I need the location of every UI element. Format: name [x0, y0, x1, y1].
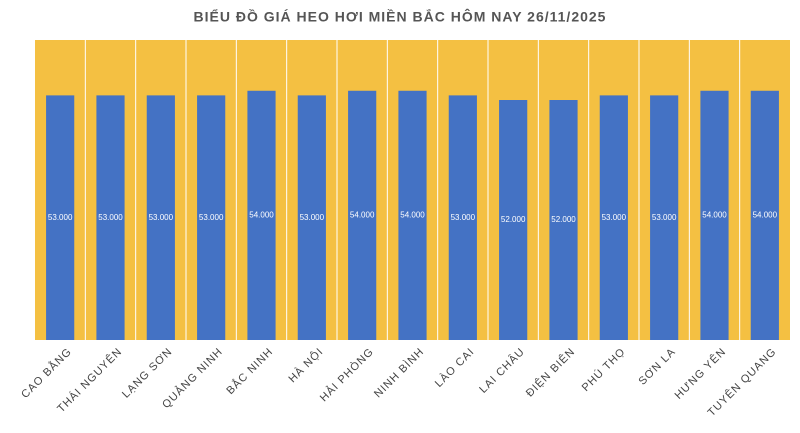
value-label: 53.000: [451, 213, 476, 222]
bar: [297, 95, 326, 340]
bar: [146, 95, 175, 340]
value-label: 53.000: [48, 213, 73, 222]
x-tick-label: LÀO CAI: [432, 345, 477, 390]
x-tick-label: LẠNG SƠN: [120, 346, 175, 401]
bar: [599, 95, 628, 340]
x-tick-label: HƯNG YÊN: [672, 345, 729, 402]
value-label: 52.000: [501, 215, 526, 224]
value-label: 53.000: [602, 213, 627, 222]
bar: [750, 90, 779, 341]
value-label: 54.000: [753, 210, 778, 219]
bar: [650, 95, 679, 340]
bar: [197, 95, 226, 340]
bar: [499, 100, 528, 340]
bar: [549, 100, 578, 340]
x-tick-label: SƠN LA: [636, 346, 678, 388]
bar: [96, 95, 125, 340]
value-label: 54.000: [400, 210, 425, 219]
x-tick-label: ĐIỆN BIÊN: [523, 345, 577, 399]
x-tick-label: CAO BẰNG: [18, 345, 74, 401]
x-tick-label: HÀ NỘI: [286, 345, 326, 385]
bar: [46, 95, 75, 340]
value-label: 53.000: [652, 213, 677, 222]
value-label: 52.000: [551, 215, 576, 224]
bar: [448, 95, 477, 340]
value-label: 54.000: [702, 210, 727, 219]
x-tick-label: BẮC NINH: [224, 345, 276, 397]
bar: [247, 90, 276, 341]
x-tick-label: HẢI PHÒNG: [317, 345, 376, 404]
x-tick-label: LAI CHÂU: [477, 345, 528, 396]
value-label: 53.000: [199, 213, 224, 222]
x-tick-label: NINH BÌNH: [371, 345, 426, 400]
bar: [348, 90, 377, 341]
x-tick-label: PHÚ THỌ: [579, 345, 628, 394]
bar: [398, 90, 427, 341]
value-label: 53.000: [300, 213, 325, 222]
value-label: 53.000: [98, 213, 123, 222]
value-label: 54.000: [249, 210, 274, 219]
value-label: 54.000: [350, 210, 375, 219]
chart-title: BIỂU ĐỒ GIÁ HEO HƠI MIỀN BẮC HÔM NAY 26/…: [194, 8, 607, 25]
bar: [700, 90, 729, 341]
value-label: 53.000: [149, 213, 174, 222]
